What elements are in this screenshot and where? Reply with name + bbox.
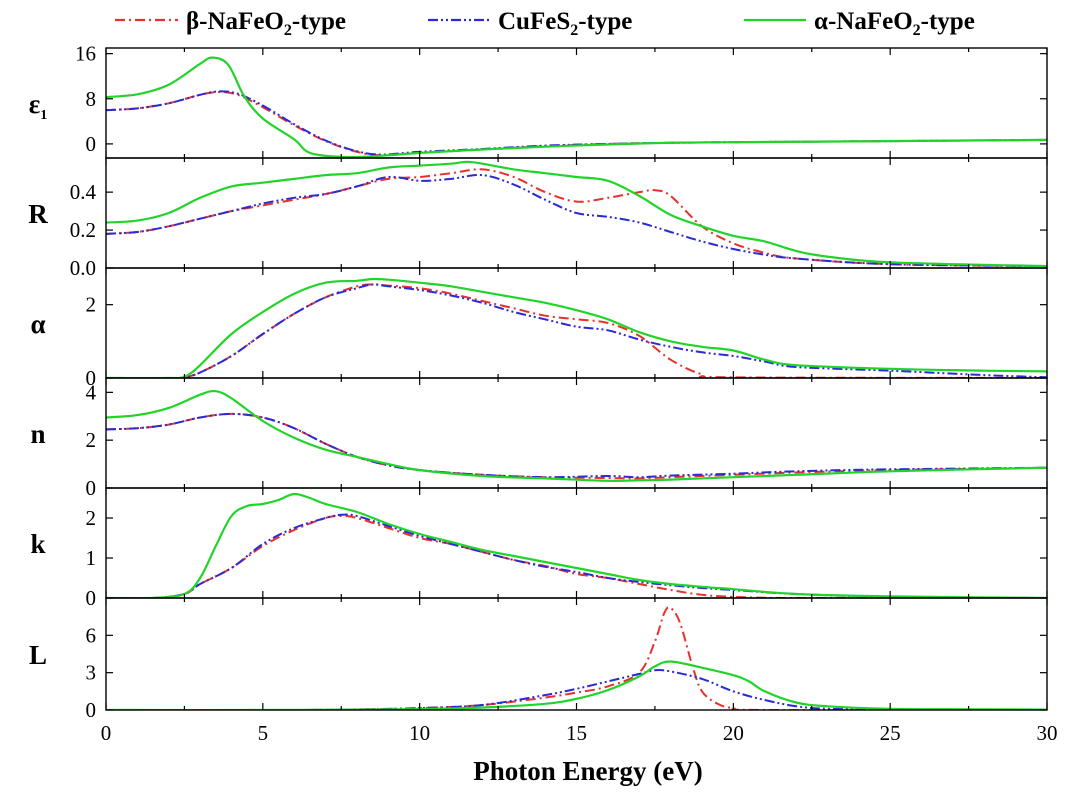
panel-epsilon1-series: [106, 56, 1047, 158]
x-tick-label: 25: [880, 721, 901, 745]
y-tick-label: 8: [86, 87, 97, 111]
legend-label-alpha: α-NaFeO2-type: [814, 8, 975, 39]
series-extinction-cufes: [106, 513, 1047, 598]
series-energy-loss-beta: [106, 606, 1047, 710]
series-epsilon1-alpha: [106, 56, 1047, 158]
panel-energy-loss: 0 3 6 L: [29, 597, 1048, 722]
x-axis: 0 5 10 15 20 25 30: [101, 721, 1058, 745]
series-reflectivity-beta: [106, 168, 1047, 268]
y-tick-label: 0: [86, 586, 97, 610]
y-tick-label: 3: [86, 661, 97, 685]
panel-epsilon1: 0 8 16 ε1: [29, 42, 1048, 159]
series-reflectivity-alpha: [106, 160, 1047, 268]
panel-label-epsilon1: ε1: [29, 89, 48, 123]
panel-extinction: 0 1 2 k: [30, 487, 1048, 610]
panel-refractive-index-series: [106, 389, 1047, 482]
series-refractive-index-cufes: [106, 412, 1047, 479]
y-tick-label: 2: [86, 506, 97, 530]
series-absorption-alpha: [106, 277, 1047, 378]
x-axis-label: Photon Energy (eV): [473, 756, 702, 786]
y-tick-label: 0: [86, 476, 97, 500]
legend: β-NaFeO2-type CuFeS2-type α-NaFeO2-type: [115, 8, 975, 39]
panel-label-energy-loss: L: [29, 640, 47, 670]
y-tick-label: 0.0: [70, 256, 96, 280]
series-extinction-alpha: [106, 492, 1047, 598]
x-tick-label: 30: [1037, 721, 1058, 745]
series-energy-loss-alpha: [106, 660, 1047, 710]
y-tick-label: 0.2: [70, 218, 96, 242]
panel-energy-loss-frame: [105, 597, 1048, 711]
y-tick-label: 0: [86, 132, 97, 156]
y-tick-label: 16: [75, 42, 96, 66]
panel-refractive-index: 0 2 4 n: [30, 377, 1048, 500]
y-tick-label: 2: [86, 293, 97, 317]
y-tick-label: 0.4: [70, 180, 97, 204]
y-tick-label: 4: [86, 380, 97, 404]
panel-label-absorption: α: [30, 309, 45, 339]
panel-label-refractive-index: n: [30, 419, 45, 449]
panel-label-reflectivity: R: [28, 199, 48, 229]
x-tick-label: 0: [101, 721, 112, 745]
panel-extinction-frame: [105, 487, 1048, 599]
y-tick-label: 1: [86, 546, 97, 570]
panel-absorption-series: [106, 277, 1047, 378]
x-tick-label: 10: [409, 721, 430, 745]
panel-extinction-series: [106, 492, 1047, 598]
y-tick-label: 2: [86, 428, 97, 452]
series-absorption-cufes: [106, 283, 1047, 378]
panel-energy-loss-series: [106, 606, 1047, 710]
panel-reflectivity: 0.0 0.2 0.4 R: [28, 157, 1048, 280]
series-refractive-index-alpha: [106, 389, 1047, 482]
panels: 0 8 16 ε1 0.0 0.2 0.4 R 0 2 α 0 2 4 n 0 1 2 k 0 3 6 L: [28, 42, 1048, 722]
legend-label-cufes: CuFeS2-type: [498, 8, 632, 39]
panel-reflectivity-series: [106, 160, 1047, 268]
panel-label-extinction: k: [30, 529, 45, 559]
y-tick-label: 0: [86, 698, 97, 722]
x-tick-label: 15: [566, 721, 587, 745]
series-absorption-beta: [106, 283, 1047, 378]
y-tick-label: 0: [86, 366, 97, 390]
x-tick-label: 5: [258, 721, 269, 745]
legend-label-beta: β-NaFeO2-type: [186, 8, 346, 39]
y-tick-label: 6: [86, 623, 97, 647]
series-reflectivity-cufes: [106, 173, 1047, 268]
x-tick-label: 20: [723, 721, 744, 745]
panel-absorption: 0 2 α: [30, 267, 1048, 390]
